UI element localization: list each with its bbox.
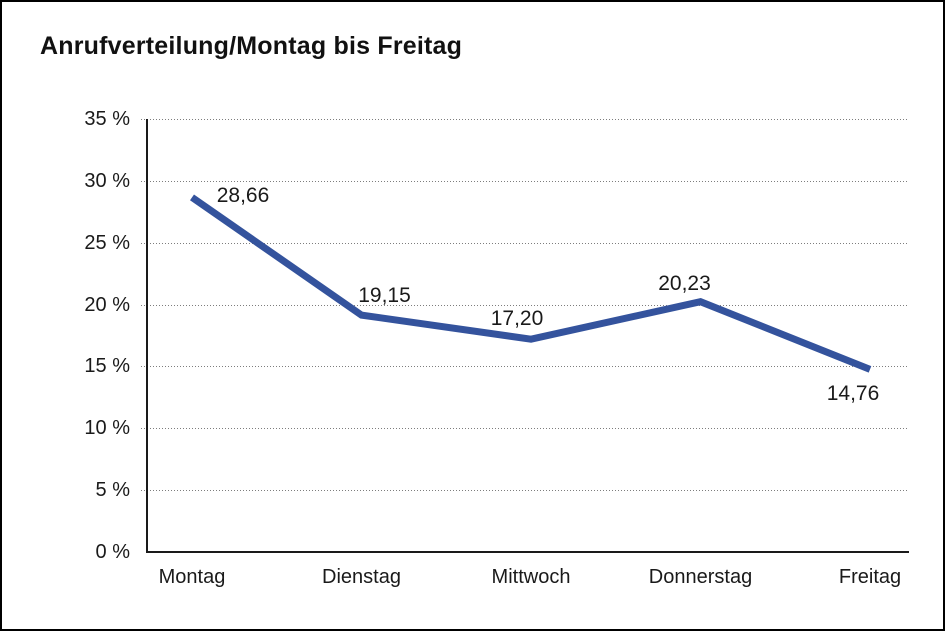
data-label: 19,15 <box>358 284 411 308</box>
gridline <box>141 366 909 367</box>
y-axis-line <box>146 119 148 552</box>
x-axis-category-label: Dienstag <box>322 566 401 588</box>
gridline <box>141 305 909 306</box>
gridline <box>141 119 909 120</box>
data-label: 14,76 <box>826 382 880 406</box>
y-axis-tick-label: 10 % <box>84 417 130 440</box>
gridline <box>141 428 909 429</box>
data-line <box>190 194 872 373</box>
x-axis-line <box>146 551 909 553</box>
gridline <box>141 490 909 491</box>
x-axis-category-label: Freitag <box>838 566 902 588</box>
data-label: 17,20 <box>490 307 544 331</box>
y-axis-tick-label: 0 % <box>95 541 130 563</box>
gridline <box>141 243 909 244</box>
y-axis-tick-label: 25 % <box>84 231 130 254</box>
x-axis-category-label: Mittwoch <box>491 566 571 588</box>
data-label: 20,23 <box>658 271 711 295</box>
y-axis-tick-label: 5 % <box>95 479 130 502</box>
y-axis-tick-label: 30 % <box>84 169 130 192</box>
gridline <box>141 181 909 182</box>
y-axis-tick-label: 35 % <box>84 108 130 130</box>
y-axis-tick-label: 15 % <box>84 355 130 378</box>
data-label: 28,66 <box>216 184 270 208</box>
x-axis-category-label: Donnerstag <box>648 566 753 588</box>
chart-title: Anrufverteilung/Montag bis Freitag <box>40 32 463 60</box>
y-axis-tick-label: 20 % <box>84 293 130 316</box>
x-axis-category-label: Montag <box>158 566 226 588</box>
